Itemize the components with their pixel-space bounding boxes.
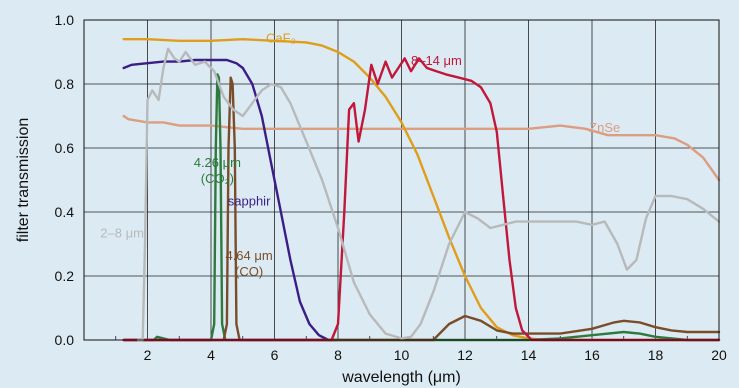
series-label-co2: 4.26 μm (CO₂): [194, 155, 241, 186]
series-label-caf2: CaF₂: [266, 30, 296, 45]
grid: [84, 19, 720, 341]
x-tick-label: 12: [457, 347, 473, 363]
series-label-znse: ZnSe: [589, 120, 620, 135]
y-tick-label: 0.8: [55, 76, 75, 92]
series-line-band814: [122, 57, 721, 342]
x-tick-label: 20: [711, 347, 727, 363]
y-tick-label: 1.0: [55, 12, 75, 28]
x-tick-label: 2: [144, 347, 152, 363]
series-label-line: CaF₂: [266, 30, 296, 45]
tick-labels: 2 4 6 8 10 12 14 16 18 20 0.0 0.2 0.4 0.6 0.8 1.0: [55, 12, 727, 363]
x-tick-label: 10: [394, 347, 410, 363]
y-tick-label: 0.4: [55, 204, 75, 220]
x-tick-label: 14: [521, 347, 537, 363]
series-label-band28: 2–8 μm: [100, 226, 144, 241]
series-label-line: 8–14 μm: [411, 53, 462, 68]
series-label-line: sapphir: [228, 194, 271, 209]
x-tick-label: 18: [648, 347, 664, 363]
series-label-co: 4.64 μm (CO): [225, 248, 272, 279]
series-label-line: 4.64 μm: [225, 248, 272, 263]
series-line-band28: [136, 47, 721, 342]
series-label-line: ZnSe: [589, 120, 620, 135]
x-tick-label: 6: [271, 347, 279, 363]
x-tick-label: 16: [584, 347, 600, 363]
x-axis-title: wavelength (μm): [341, 369, 461, 386]
series-label-line: 4.26 μm: [194, 155, 241, 170]
y-tick-label: 0.0: [55, 332, 75, 348]
plot-frame: [83, 19, 720, 341]
series-labels: ZnSe CaF₂ sapphir 4.26 μm (CO₂) 4.64 μm (CO) 8–…: [100, 30, 620, 279]
y-axis-title: filter transmission: [15, 118, 32, 242]
series-line-caf2: [122, 38, 721, 342]
x-tick-label: 8: [334, 347, 342, 363]
y-tick-label: 0.2: [55, 268, 75, 284]
series-line-co: [122, 76, 721, 342]
series-label-sapphir: sapphir: [228, 194, 271, 209]
x-tick-label: 4: [207, 347, 215, 363]
y-tick-label: 0.6: [55, 140, 75, 156]
series-label-line: 2–8 μm: [100, 226, 144, 241]
series-label-line: (CO): [235, 264, 263, 279]
series-label-band814: 8–14 μm: [411, 53, 462, 68]
series-line-co2: [122, 73, 721, 342]
series-lines: [122, 38, 721, 342]
series-label-line: (CO₂): [201, 171, 234, 186]
